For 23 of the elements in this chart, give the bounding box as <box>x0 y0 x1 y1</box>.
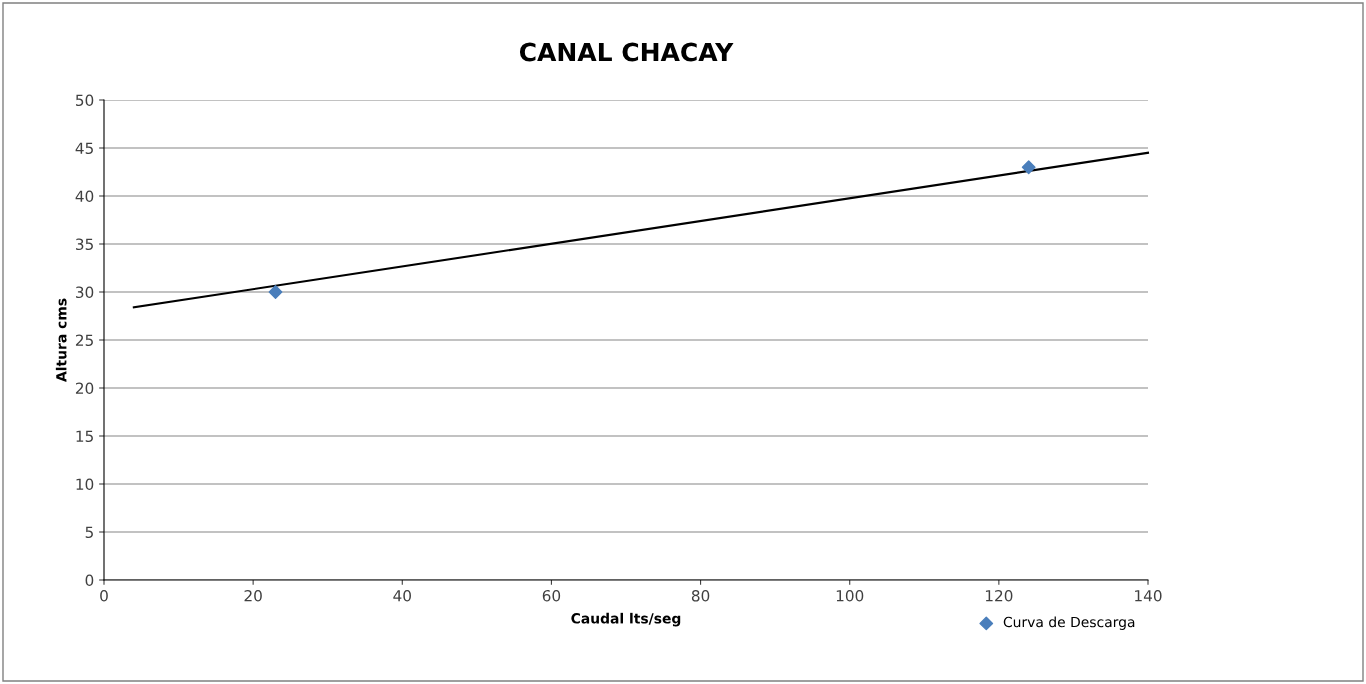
y-tick-label: 10 <box>76 478 94 491</box>
chart-title: CANAL CHACAY <box>519 42 734 62</box>
x-tick-label: 80 <box>691 589 710 602</box>
y-tick-label: 45 <box>75 142 93 155</box>
x-axis-title: Caudal lts/seg <box>571 612 681 627</box>
y-tick-label: 0 <box>85 574 94 587</box>
y-tick-label: 15 <box>76 430 93 443</box>
y-tick-label: 40 <box>75 190 94 203</box>
y-tick-label: 35 <box>76 238 93 251</box>
x-tick-label: 120 <box>985 589 1013 602</box>
x-tick-label: 40 <box>393 589 411 602</box>
x-tick-label: 20 <box>244 589 262 602</box>
x-tick-label: 100 <box>836 589 864 602</box>
y-tick-label: 20 <box>75 382 94 395</box>
x-tick-label: 0 <box>100 589 108 602</box>
x-tick-label: 60 <box>542 589 561 602</box>
x-tick-label: 140 <box>1135 589 1162 602</box>
y-tick-label: 25 <box>75 334 93 347</box>
y-tick-label: 5 <box>85 526 93 539</box>
y-tick-label: 30 <box>76 286 94 299</box>
y-tick-label: 50 <box>76 94 94 107</box>
legend-label: Curva de Descarga <box>1003 616 1135 630</box>
y-axis-title: Altura cms <box>55 298 67 382</box>
